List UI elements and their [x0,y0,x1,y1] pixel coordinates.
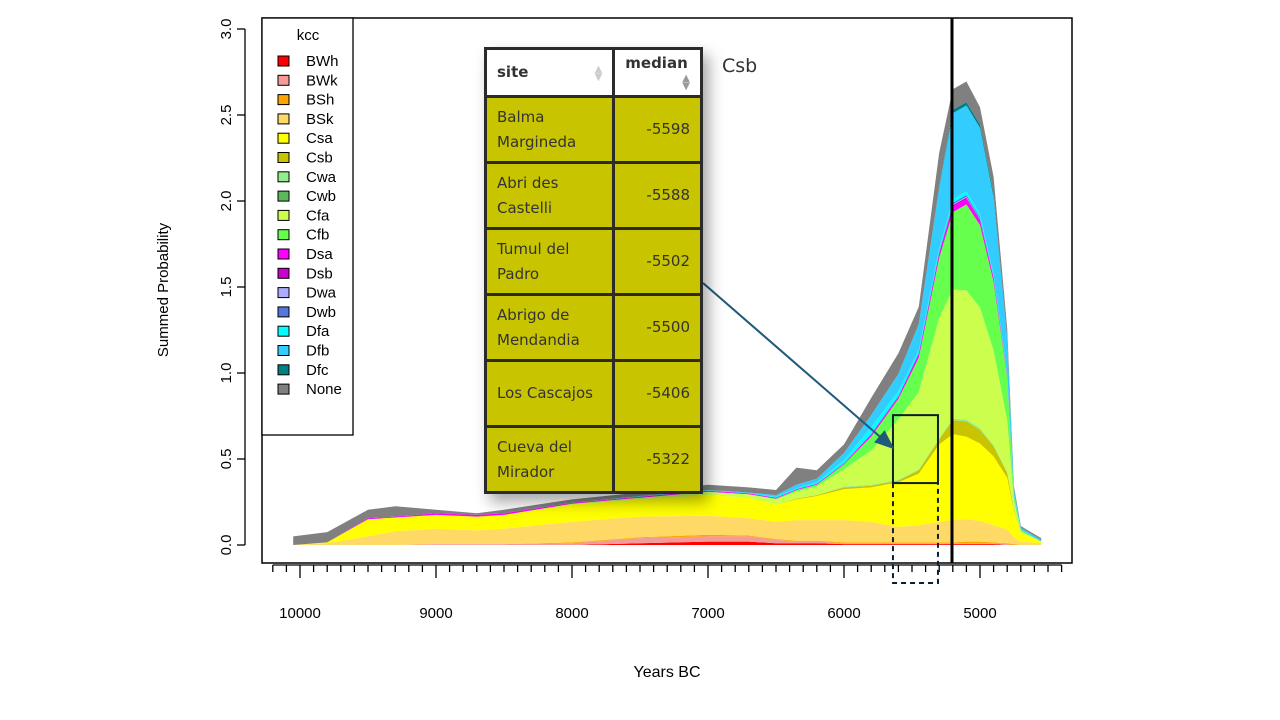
median-cell: -5598 [612,95,703,164]
table-row: Cueva del Mirador -5322 [483,425,703,494]
site-cell: Balma Margineda [483,95,616,164]
y-tick-label: 0.0 [218,535,235,556]
y-tick-label: 1.0 [218,363,235,384]
x-tick-label: 5000 [963,605,996,622]
legend-label-cwa: Cwa [306,169,337,186]
header-label: median [625,54,688,72]
legend-label-cfb: Cfb [306,227,329,244]
site-cell: Tumul del Padro [483,227,616,296]
legend-label-csb: Csb [306,150,333,167]
median-cell: -5406 [612,359,703,428]
table-row: Balma Margineda -5598 [483,95,703,164]
site-cell: Cueva del Mirador [483,425,616,494]
legend-swatch-bsk [277,113,290,125]
y-tick-label: 3.0 [218,19,235,40]
area-csb [293,420,1042,545]
legend-swatch-dsa [277,248,290,260]
legend-label-dfa: Dfa [306,323,330,340]
area-cfa [293,289,1042,545]
legend-swatch-none [277,383,290,395]
y-tick-label: 2.5 [218,105,235,126]
column-header-median[interactable]: median ▲ ▼ [612,47,703,98]
y-tick-label: 0.5 [218,449,235,470]
legend-swatch-cwb [277,190,290,202]
legend-swatch-dfa [277,325,290,337]
legend: kcc BWh BWk BSh BSk Csa Csb Cwa Cwb Cfa Cfb Dsa Dsb… [261,17,354,436]
axes: 0.0 0.5 1.0 1.5 2.0 2.5 3.0 10000 9000 8000 7000 60… [218,19,1063,622]
table-row: Los Cascajos -5406 [483,359,703,428]
area-cwa [293,418,1042,545]
site-median-table: site ▲ ▼ median ▲ ▼ Balma Margineda -5598 Abr… [483,47,703,494]
legend-swatch-dfc [277,364,290,376]
legend-swatch-cfa [277,209,290,221]
table-row: Tumul del Padro -5502 [483,227,703,296]
area-bwh [293,541,1042,545]
x-tick-label: 8000 [555,605,588,622]
site-cell: Abri des Castelli [483,161,616,230]
site-cell: Abrigo de Mendandia [483,293,616,362]
area-bwk [293,536,1042,545]
legend-label-dwa: Dwa [306,285,337,302]
legend-label-bwk: BWk [306,72,338,89]
median-cell: -5588 [612,161,703,230]
legend-label-dsa: Dsa [306,246,333,263]
x-tick-label: 7000 [691,605,724,622]
legend-swatch-bwh [277,55,290,67]
legend-swatch-dfb [277,345,290,356]
legend-swatch-dsb [277,267,290,279]
legend-title: kcc [297,27,320,44]
sort-icon[interactable]: ▲ ▼ [594,64,603,83]
site-cell: Los Cascajos [483,359,616,428]
annotations [702,18,954,584]
column-header-site[interactable]: site ▲ ▼ [483,47,616,98]
legend-label-bsk: BSk [306,111,334,128]
x-axis-label: Years BC [634,664,701,681]
legend-swatch-bwk [277,74,290,86]
area-none [293,81,1042,545]
legend-swatch-csa [277,132,290,144]
area-dfb [293,105,1042,545]
legend-label-dfb: Dfb [306,343,329,360]
legend-label-dwb: Dwb [306,304,336,321]
x-tick-label: 10000 [279,605,321,622]
legend-swatch-dwa [277,287,290,299]
area-bsh [293,534,1042,545]
x-tick-label: 6000 [827,605,860,622]
legend-label-none: None [306,381,342,398]
legend-swatch-cfb [277,229,290,241]
legend-label-dsb: Dsb [306,265,333,282]
median-cell: -5500 [612,293,703,362]
area-csa [293,434,1042,545]
legend-label-cwb: Cwb [306,188,336,205]
legend-box [261,17,354,436]
median-cell: -5322 [612,425,703,494]
callout-arrow [702,282,895,450]
area-cfb [293,204,1042,545]
table-class-label: Csb [722,55,758,77]
legend-swatch-csb [277,152,290,163]
legend-label-cfa: Cfa [306,207,330,224]
table-row: Abrigo de Mendandia -5500 [483,293,703,362]
highlight-range-dashed [891,483,939,584]
legend-label-bwh: BWh [306,53,339,70]
table-row: Abri des Castelli -5588 [483,161,703,230]
legend-swatch-bsh [277,94,290,106]
legend-label-bsh: BSh [306,92,334,109]
y-tick-label: 2.0 [218,191,235,212]
y-tick-label: 1.5 [218,277,235,298]
header-label: site [497,63,529,81]
legend-label-dfc: Dfc [306,362,329,379]
stacked-areas [293,81,1042,546]
legend-label-csa: Csa [306,130,333,147]
x-tick-label: 9000 [419,605,452,622]
sort-ascending-icon[interactable]: ▲ ▼ [682,73,690,92]
legend-swatch-dwb [277,306,290,318]
area-bsk [293,515,1042,545]
y-axis-label: Summed Probability [155,222,172,357]
median-cell: -5502 [612,227,703,296]
legend-swatch-cwa [277,171,290,183]
